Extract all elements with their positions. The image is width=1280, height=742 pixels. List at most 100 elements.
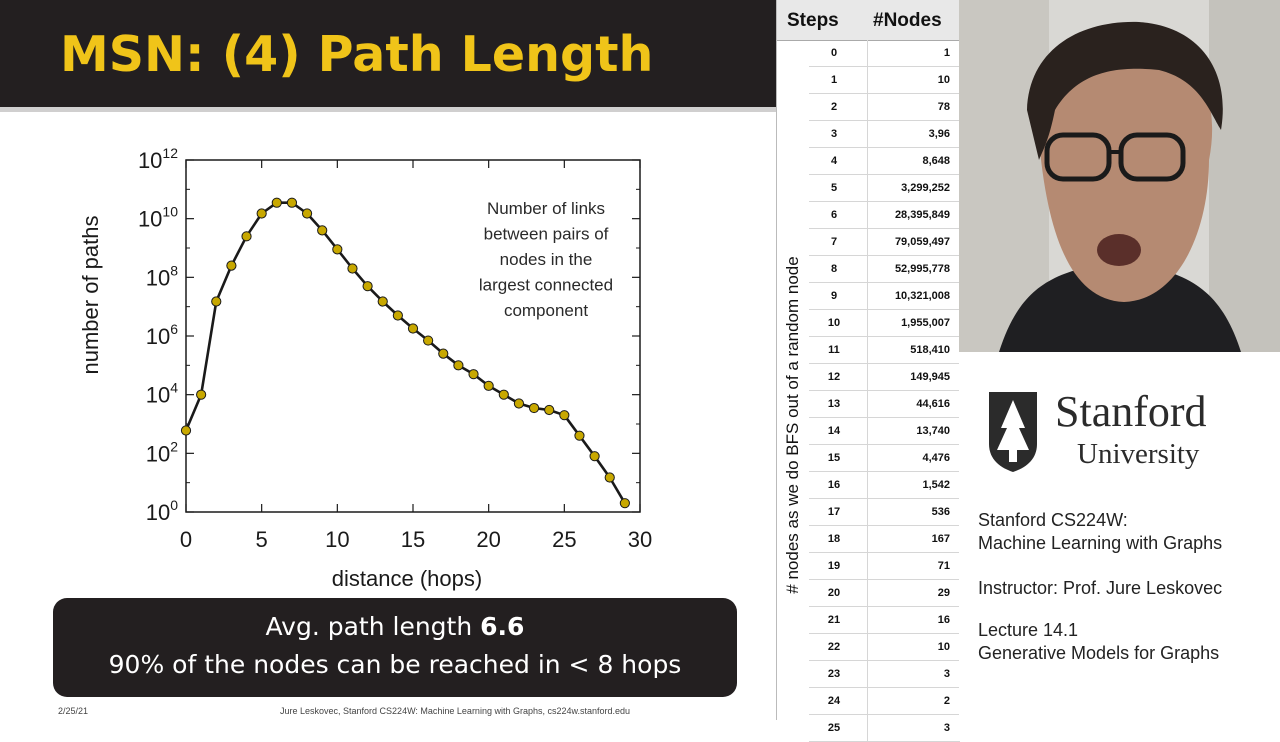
y-tick-label: 104	[146, 380, 178, 408]
data-point	[513, 398, 525, 409]
row-divider	[867, 580, 868, 606]
stanford-logo: Stanford University	[981, 387, 1271, 478]
row-divider	[867, 661, 868, 687]
row-divider	[867, 553, 868, 579]
row-node-count: 10	[937, 641, 950, 653]
row-step: 8	[830, 263, 838, 275]
row-divider	[867, 121, 868, 147]
table-row: 7 79,059,497	[809, 229, 960, 256]
row-step: 22	[827, 641, 841, 653]
row-node-count: 3,299,252	[901, 182, 950, 194]
row-divider	[867, 688, 868, 714]
row-step: 17	[827, 506, 841, 518]
annotation-line: largest connected	[479, 276, 613, 295]
annotation-line: component	[504, 301, 588, 320]
row-divider	[867, 607, 868, 633]
row-node-count: 518,410	[910, 344, 950, 356]
table-row: 24 2	[809, 688, 960, 715]
row-node-count: 1	[943, 47, 950, 59]
y-tick-label: 1012	[138, 145, 178, 173]
table-row: 4 8,648	[809, 148, 960, 175]
slide: MSN: (4) Path Length 100 102 104 106 108 1010…	[0, 0, 776, 716]
row-node-count: 8,648	[922, 155, 950, 167]
course-line-1: Stanford CS224W:	[978, 510, 1128, 530]
data-point	[256, 208, 267, 219]
table-row: 11 518,410	[809, 337, 960, 364]
row-node-count: 10	[937, 74, 950, 86]
data-point	[196, 389, 207, 400]
data-point	[423, 335, 434, 346]
column-header-steps: Steps	[787, 10, 839, 31]
annotation-line: nodes in the	[500, 250, 593, 269]
row-node-count: 78	[937, 101, 950, 113]
row-node-count: 13,740	[916, 425, 950, 437]
row-step: 23	[827, 668, 841, 680]
x-tick-label: 30	[628, 527, 652, 552]
row-step: 21	[827, 614, 841, 626]
row-step: 18	[827, 533, 841, 545]
row-step: 11	[828, 344, 840, 356]
instructor: Instructor: Prof. Jure Leskovec	[978, 578, 1223, 598]
footer-date: 2/25/21	[58, 706, 89, 716]
row-step: 7	[830, 236, 838, 248]
y-tick-label: 102	[146, 438, 178, 466]
data-point	[528, 402, 540, 414]
row-node-count: 149,945	[910, 371, 950, 383]
data-point	[317, 225, 328, 236]
table-row: 9 10,321,008	[809, 283, 960, 310]
x-tick-label: 10	[325, 527, 349, 552]
row-divider	[867, 337, 868, 363]
data-point	[574, 430, 585, 441]
logo-title: Stanford	[1055, 387, 1207, 436]
row-divider	[867, 526, 868, 552]
row-node-count: 536	[931, 506, 950, 518]
table-row: 5 3,299,252	[809, 175, 960, 202]
data-point	[347, 263, 358, 274]
row-divider	[867, 94, 868, 120]
row-divider	[867, 445, 868, 471]
row-divider	[867, 148, 868, 174]
x-axis-label: distance (hops)	[332, 566, 482, 591]
avg-path-length-value: 6.6	[480, 612, 525, 641]
data-point	[407, 323, 419, 334]
callout-prefix: Avg. path length	[265, 612, 481, 641]
table-header: Steps #Nodes	[777, 0, 960, 41]
data-point	[619, 498, 630, 509]
data-point	[241, 231, 252, 242]
row-divider	[867, 364, 868, 390]
presenter-silhouette	[959, 0, 1280, 352]
row-step: 14	[827, 425, 841, 437]
y-tick-label: 106	[146, 321, 178, 349]
row-divider	[867, 229, 868, 255]
x-tick-label: 20	[476, 527, 500, 552]
course-line-2: Machine Learning with Graphs	[978, 533, 1223, 553]
title-divider	[0, 107, 776, 112]
table-row: 8 52,995,778	[809, 256, 960, 283]
table-row: 21 16	[809, 607, 960, 634]
data-point	[453, 360, 464, 371]
data-point	[468, 369, 479, 380]
row-step: 4	[830, 155, 838, 167]
data-point	[559, 410, 570, 421]
row-divider	[867, 175, 868, 201]
table-row: 16 1,542	[809, 472, 960, 499]
table-row: 1 10	[809, 67, 960, 94]
row-step: 1	[830, 74, 838, 86]
row-step: 15	[827, 452, 841, 464]
chart-annotation: Number of links between pairs of nodes in …	[479, 199, 613, 320]
row-step: 2	[830, 101, 838, 113]
row-step: 19	[827, 560, 841, 572]
table-row: 2 78	[809, 94, 960, 121]
y-tick-label: 1010	[138, 204, 178, 232]
title-bar: MSN: (4) Path Length	[0, 0, 776, 107]
x-tick-label: 5	[256, 527, 268, 552]
row-step: 16	[827, 479, 841, 491]
table-rows: 0 1 1 10 2 78 3 3,96 4 8,648 5 3,299,252 6 28,395,849…	[809, 40, 960, 742]
row-node-count: 1,955,007	[901, 317, 950, 329]
column-header-nodes: #Nodes	[873, 10, 942, 31]
data-point	[483, 380, 494, 391]
data-point	[544, 404, 555, 416]
row-step: 13	[827, 398, 841, 410]
y-axis-label: number of paths	[78, 216, 103, 375]
